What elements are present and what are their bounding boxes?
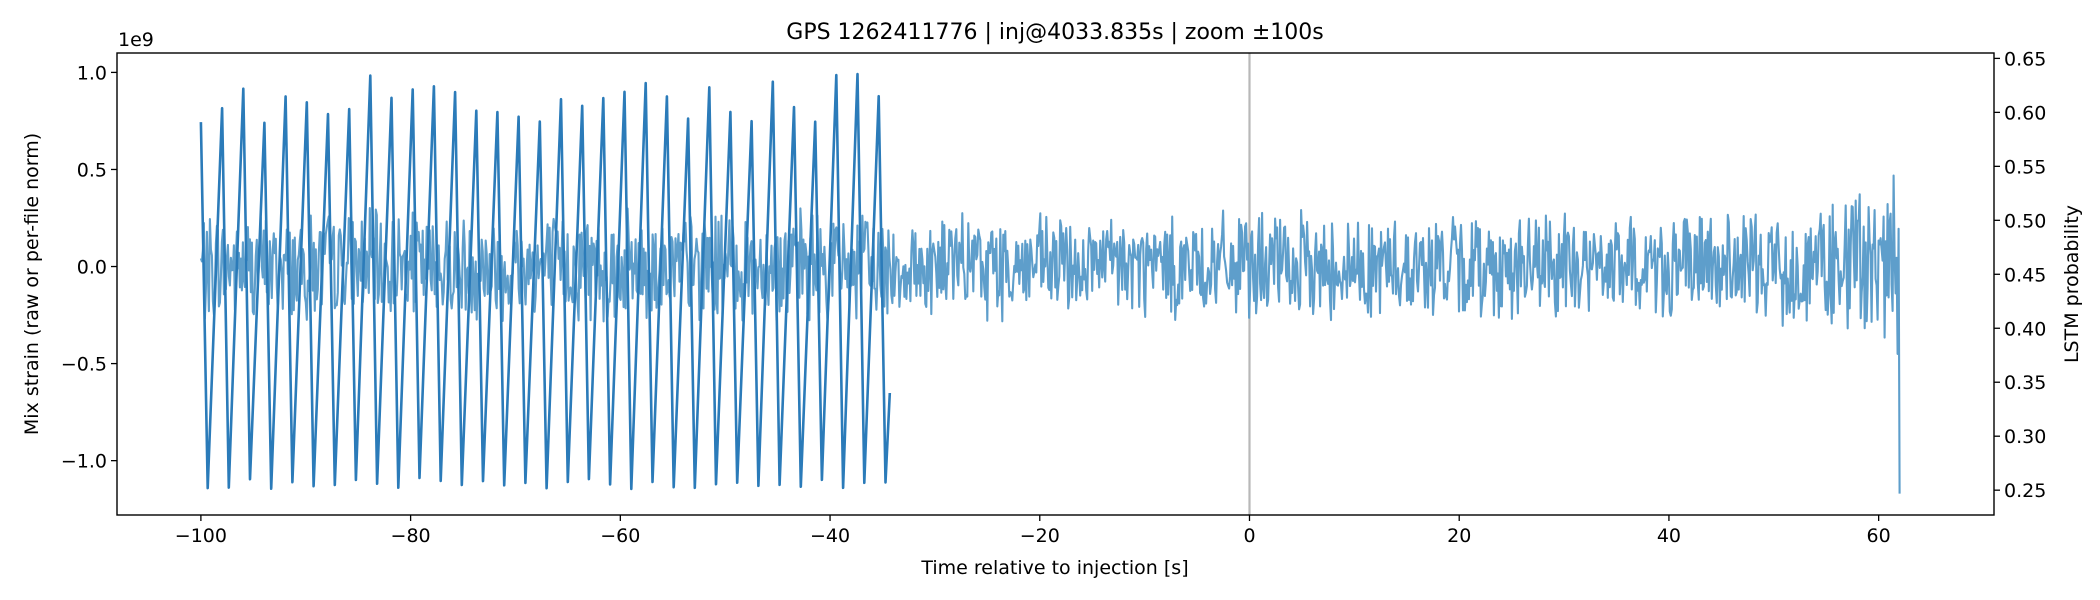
series-mix-strain: [199, 174, 1901, 494]
x-tick-label: −20: [1020, 525, 1060, 547]
chart-title: GPS 1262411776 | inj@4033.835s | zoom ±1…: [786, 20, 1323, 45]
y2-tick-label: 0.45: [2004, 264, 2046, 286]
plot-area: [199, 53, 1901, 515]
x-tick-label: −60: [600, 525, 640, 547]
x-axis: −100 −80 −60 −40 −20 0 20 40 60: [175, 515, 1891, 547]
y2-tick-label: 0.35: [2004, 372, 2046, 394]
y-axis-label: Mix strain (raw or per-file norm): [21, 133, 43, 435]
y2-tick-label: 0.40: [2004, 318, 2046, 340]
y-tick-label: 0.5: [77, 159, 107, 181]
y-tick-label: 1.0: [77, 62, 107, 84]
x-axis-label: Time relative to injection [s]: [920, 557, 1188, 579]
series-lstm-probability: [199, 72, 892, 491]
plot-frame: [116, 52, 1995, 516]
y2-tick-label: 0.65: [2004, 48, 2046, 70]
y-tick-label: −1.0: [61, 451, 107, 473]
y2-tick-label: 0.25: [2004, 480, 2046, 502]
y-tick-label: −0.5: [61, 354, 107, 376]
x-tick-label: 20: [1447, 525, 1471, 547]
y-axis-left: 1.0 0.5 0.0 −0.5 −1.0: [61, 62, 117, 473]
x-tick-label: −100: [175, 525, 227, 547]
x-tick-label: 0: [1243, 525, 1255, 547]
x-tick-label: −40: [810, 525, 850, 547]
y2-tick-label: 0.60: [2004, 102, 2046, 124]
x-tick-label: 60: [1867, 525, 1891, 547]
y-offset-text: 1e9: [118, 29, 154, 51]
y-axis-right: 0.65 0.60 0.55 0.50 0.45 0.40 0.35 0.30 0.25: [1994, 48, 2046, 502]
x-tick-label: −80: [391, 525, 431, 547]
y-tick-label: 0.0: [77, 257, 107, 279]
y2-tick-label: 0.55: [2004, 156, 2046, 178]
x-tick-label: 40: [1657, 525, 1681, 547]
y2-tick-label: 0.50: [2004, 210, 2046, 232]
y2-tick-label: 0.30: [2004, 426, 2046, 448]
y2-axis-label: LSTM probability: [2061, 205, 2083, 363]
